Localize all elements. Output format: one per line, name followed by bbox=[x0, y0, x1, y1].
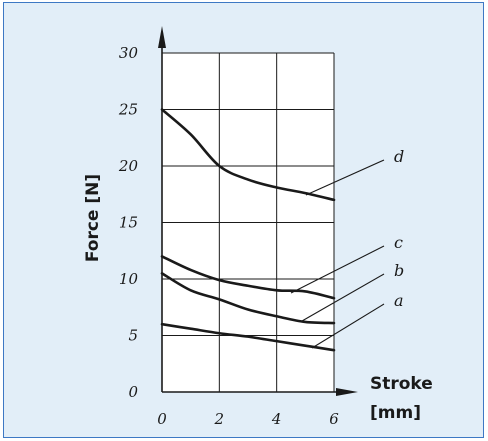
leader-lines: abc d bbox=[290, 147, 404, 349]
y-axis-label: Force [N] bbox=[83, 174, 103, 262]
leader-line-a bbox=[311, 303, 385, 349]
y-axis-arrow bbox=[158, 26, 166, 48]
series-line-b bbox=[160, 272, 336, 325]
series-label-b: b bbox=[394, 261, 404, 280]
y-tick-label: 0 bbox=[128, 383, 138, 401]
series-line-d bbox=[160, 108, 336, 202]
y-tick-label: 5 bbox=[128, 327, 138, 345]
series-lines bbox=[160, 108, 336, 352]
x-tick-label: 4 bbox=[271, 410, 282, 428]
series-line-c bbox=[160, 255, 336, 300]
series-label-a: a bbox=[394, 291, 404, 310]
x-tick-label: 0 bbox=[157, 410, 167, 428]
y-tick-label: 15 bbox=[119, 214, 138, 232]
axes bbox=[158, 26, 358, 396]
y-tick-label: 20 bbox=[118, 157, 139, 175]
x-axis-arrow bbox=[336, 388, 358, 396]
x-tick-label: 6 bbox=[329, 410, 339, 428]
y-tick-label: 25 bbox=[118, 101, 138, 119]
leader-line-d bbox=[305, 159, 385, 196]
y-tick-label: 10 bbox=[119, 270, 139, 288]
leader-line-b bbox=[301, 273, 385, 322]
y-tick-labels: 0 5 10 15 20 25 30 bbox=[118, 44, 139, 401]
x-tick-label: 2 bbox=[214, 410, 225, 428]
x-axis-label-line1: Stroke bbox=[370, 374, 433, 394]
grid bbox=[162, 52, 335, 392]
y-tick-label: 30 bbox=[119, 44, 139, 62]
series-label-c: c bbox=[394, 233, 403, 252]
series-label-d: d bbox=[394, 147, 404, 166]
series-line-a bbox=[160, 322, 336, 352]
x-axis-label-line2: [mm] bbox=[370, 403, 421, 423]
x-tick-labels: 0 2 4 6 bbox=[157, 410, 339, 428]
leader-line-c bbox=[290, 245, 385, 294]
